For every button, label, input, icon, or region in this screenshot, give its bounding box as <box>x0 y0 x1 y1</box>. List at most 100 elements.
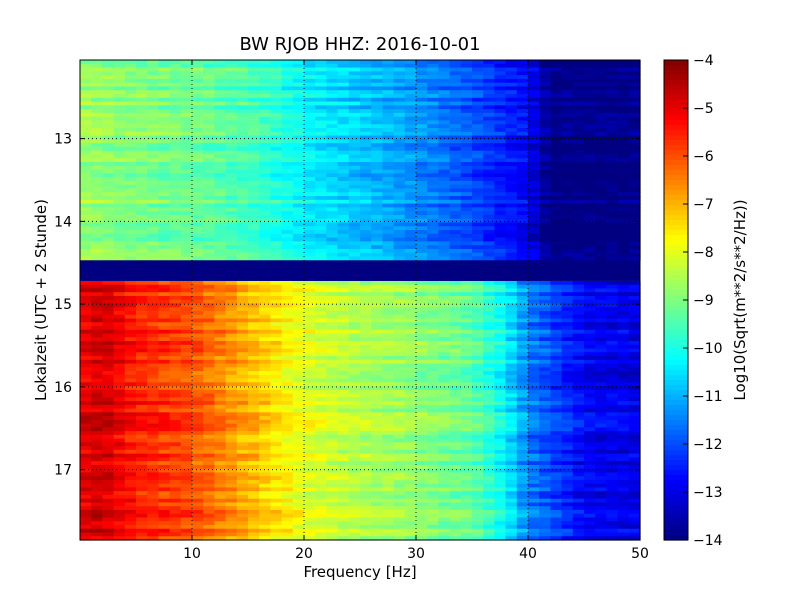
heatmap-cell <box>617 337 630 342</box>
heatmap-cell <box>337 378 350 383</box>
heatmap-cell <box>528 419 540 425</box>
heatmap-cell <box>102 124 115 129</box>
heatmap-cell <box>91 284 103 290</box>
heatmap-cell <box>416 311 428 316</box>
heatmap-cell <box>203 371 215 376</box>
heatmap-cell <box>348 397 361 402</box>
heatmap-cell <box>147 222 159 227</box>
heatmap-cell <box>337 109 350 114</box>
heatmap-cell <box>483 237 495 242</box>
heatmap-cell <box>169 192 182 197</box>
heatmap-cell <box>628 412 641 417</box>
heatmap-cell <box>225 78 238 84</box>
heatmap-cell <box>292 303 305 308</box>
heatmap-cell <box>337 158 350 163</box>
heatmap-cell <box>91 248 103 254</box>
heatmap-cell <box>561 408 574 413</box>
heatmap-cell <box>91 386 103 391</box>
heatmap-cell <box>460 341 473 346</box>
heatmap-cell <box>539 180 551 186</box>
heatmap-cell <box>91 348 103 353</box>
heatmap-cell <box>539 248 551 254</box>
heatmap-cell <box>505 184 518 190</box>
heatmap-cell <box>315 86 327 91</box>
heatmap-cell <box>136 237 148 242</box>
heatmap-cell <box>225 393 238 398</box>
heatmap-cell <box>505 165 518 171</box>
heatmap-cell <box>192 188 204 193</box>
heatmap-cell <box>449 295 462 301</box>
heatmap-cell <box>315 124 327 129</box>
heatmap-cell <box>360 139 372 144</box>
heatmap-cell <box>259 449 271 455</box>
heatmap-cell <box>158 192 171 197</box>
heatmap-cell <box>584 363 596 368</box>
heatmap-cell <box>236 184 249 190</box>
heatmap-cell <box>304 318 316 323</box>
heatmap-cell <box>539 124 551 129</box>
heatmap-cell <box>617 371 630 376</box>
heatmap-cell <box>158 135 171 140</box>
heatmap-cell <box>203 341 215 346</box>
heatmap-cell <box>348 203 361 208</box>
heatmap-cell <box>225 446 238 451</box>
heatmap-cell <box>584 154 596 159</box>
heatmap-cell <box>449 109 462 114</box>
heatmap-cell <box>304 177 316 182</box>
heatmap-cell <box>584 386 596 391</box>
heatmap-cell <box>416 367 428 372</box>
heatmap-cell <box>169 173 182 178</box>
heatmap-cell <box>281 416 294 421</box>
heatmap-cell <box>113 348 126 353</box>
heatmap-cell <box>360 292 372 297</box>
heatmap-cell <box>427 135 439 140</box>
heatmap-cell <box>494 344 507 350</box>
heatmap-cell <box>427 446 439 451</box>
heatmap-cell <box>528 158 540 163</box>
heatmap-cell <box>606 146 619 152</box>
heatmap-cell <box>124 78 137 84</box>
heatmap-cell <box>102 131 115 137</box>
heatmap-cell <box>416 389 428 395</box>
heatmap-cell <box>427 256 439 261</box>
heatmap-cell <box>225 329 238 335</box>
heatmap-cell <box>539 292 551 297</box>
heatmap-cell <box>617 416 630 421</box>
heatmap-cell <box>404 120 417 125</box>
heatmap-cell <box>595 60 607 65</box>
heatmap-cell <box>472 165 484 171</box>
heatmap-cell <box>236 71 249 76</box>
heatmap-cell <box>348 112 361 118</box>
heatmap-cell <box>360 207 372 212</box>
heatmap-cell <box>561 241 574 246</box>
heatmap-cell <box>214 131 227 137</box>
heatmap-cell <box>505 352 518 357</box>
heatmap-cell <box>516 63 529 69</box>
heatmap-cell <box>528 284 540 290</box>
heatmap-cell <box>203 311 215 316</box>
heatmap-cell <box>438 371 451 376</box>
heatmap-cell <box>259 280 271 286</box>
heatmap-cell <box>348 416 361 421</box>
heatmap-cell <box>124 120 137 125</box>
heatmap-cell <box>158 252 171 258</box>
heatmap-cell <box>315 303 327 308</box>
heatmap-cell <box>102 295 115 301</box>
heatmap-cell <box>169 288 182 293</box>
heatmap-cell <box>147 173 159 178</box>
heatmap-cell <box>460 101 473 106</box>
heatmap-cell <box>158 256 171 261</box>
heatmap-cell <box>483 449 495 455</box>
heatmap-cell <box>203 150 215 156</box>
heatmap-cell <box>348 337 361 342</box>
heatmap-cell <box>427 192 439 197</box>
heatmap-cell <box>472 150 484 156</box>
heatmap-cell <box>147 199 159 205</box>
heatmap-cell <box>360 356 372 361</box>
heatmap-cell <box>472 453 484 459</box>
heatmap-cell <box>438 112 451 118</box>
heatmap-cell <box>91 326 103 331</box>
heatmap-cell <box>382 112 395 118</box>
heatmap-cell <box>550 397 563 402</box>
heatmap-cell <box>416 75 428 80</box>
